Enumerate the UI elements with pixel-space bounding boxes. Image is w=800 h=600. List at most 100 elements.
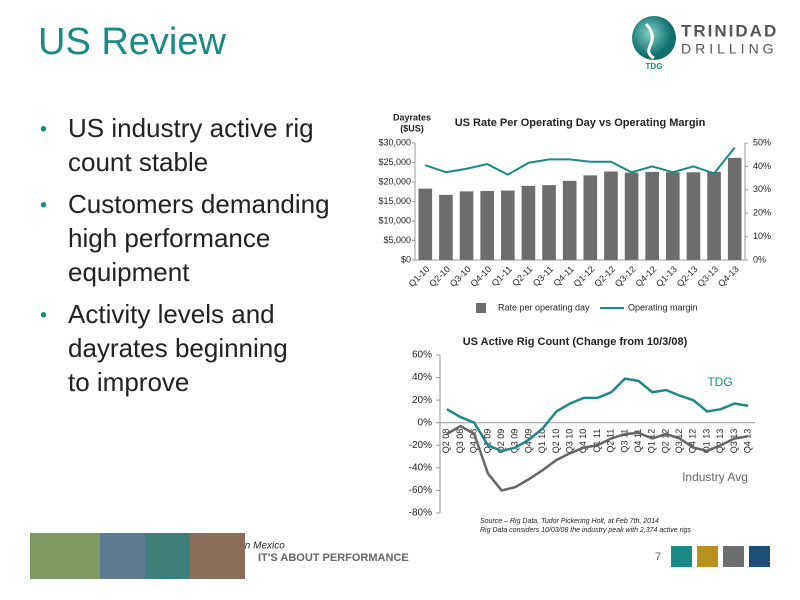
photo — [190, 533, 245, 579]
x-tick-label: Q3 10 — [564, 429, 574, 454]
x-tick-label: Q2-12 — [592, 264, 617, 289]
x-tick-label: Q3 11 — [619, 429, 629, 453]
y-tick-label: 60% — [412, 350, 432, 361]
x-tick-label: Q1 11 — [592, 429, 602, 453]
color-square — [671, 546, 692, 567]
bullet-dot: • — [40, 304, 47, 326]
x-tick-label: Q4-11 — [551, 264, 575, 288]
x-tick-label: Q1 10 — [537, 429, 547, 454]
logo-swoosh — [644, 22, 655, 60]
x-tick-label: Q3-10 — [448, 264, 473, 289]
x-tick-label: Q1 09 — [482, 429, 492, 454]
photo — [100, 533, 145, 579]
y-tick-label: $10,000 — [378, 215, 411, 225]
bullet-text: to improve — [68, 367, 189, 397]
y-tick-label: $0 — [401, 254, 411, 264]
bar — [542, 185, 556, 260]
bullet-dot: • — [40, 194, 47, 216]
x-tick-label: Q4-10 — [469, 264, 494, 289]
x-tick-label: Q3 12 — [674, 429, 684, 454]
color-square — [749, 546, 770, 567]
legend-label: Rate per operating day — [498, 302, 590, 312]
y-tick-label: 20% — [412, 395, 432, 406]
y2-tick-label: 30% — [753, 184, 771, 194]
photo — [30, 533, 100, 579]
photo — [145, 533, 190, 579]
x-tick-label: Q2-10 — [427, 264, 452, 289]
x-tick-label: Q4 10 — [578, 429, 588, 454]
legend-swatch — [476, 303, 486, 313]
page-number: 7 — [655, 551, 661, 563]
bullet-text: dayrates beginning — [68, 333, 288, 363]
x-tick-label: Q2-11 — [510, 264, 534, 288]
series-line — [446, 377, 749, 453]
x-tick-label: Q3-13 — [695, 264, 720, 289]
y-axis-label: Dayrates — [393, 112, 431, 122]
bar — [501, 190, 515, 260]
bar — [686, 172, 701, 260]
bar — [418, 188, 433, 260]
y-tick-label: $15,000 — [378, 196, 411, 206]
chart-title: US Active Rig Count (Change from 10/3/08… — [463, 336, 688, 348]
slide-title: US Review — [38, 21, 226, 63]
color-square — [697, 546, 718, 567]
x-tick-label: Q4-12 — [634, 264, 659, 289]
x-tick-label: Q1-11 — [490, 264, 514, 288]
bullet-dot: • — [40, 118, 47, 140]
series-label: TDG — [707, 375, 732, 389]
color-square — [723, 546, 744, 567]
bullet-text: equipment — [68, 257, 190, 287]
x-tick-label: Q2 10 — [551, 429, 561, 454]
y2-tick-label: 40% — [753, 161, 771, 171]
logo-mark: TDG — [646, 62, 663, 71]
x-tick-label: Q3-12 — [613, 264, 638, 289]
series-label: Industry Avg — [682, 470, 748, 484]
x-tick-label: Q4 12 — [688, 429, 698, 454]
y2-tick-label: 10% — [753, 231, 771, 241]
bar — [624, 172, 639, 260]
x-tick-label: Q2 08 — [441, 429, 451, 454]
x-tick-label: Q2 11 — [606, 429, 616, 453]
y-tick-label: -20% — [409, 440, 432, 451]
y2-tick-label: 50% — [753, 137, 771, 147]
bar — [727, 157, 742, 260]
logo-name: TRINIDAD — [681, 21, 778, 40]
series-line — [446, 424, 749, 492]
x-tick-label: Q4 08 — [469, 429, 479, 454]
x-tick-label: Q1-10 — [407, 264, 432, 289]
y2-tick-label: 0% — [753, 254, 766, 264]
x-tick-label: Q1 13 — [701, 429, 711, 454]
x-tick-label: Q3 08 — [455, 429, 465, 454]
bar — [521, 185, 536, 260]
bullet-text: high performance — [68, 223, 270, 253]
x-tick-label: Q3 13 — [729, 429, 739, 454]
bullet-text: Customers demanding — [68, 189, 330, 219]
y-axis-label: ($US) — [400, 123, 424, 133]
x-tick-label: Q1 12 — [647, 429, 657, 454]
y-tick-label: $5,000 — [383, 235, 411, 245]
logo-globe — [632, 16, 676, 60]
x-tick-label: Q3 09 — [510, 429, 520, 454]
margin-line — [424, 147, 736, 176]
y2-tick-label: 20% — [753, 208, 771, 218]
footer-tagline: IT'S ABOUT PERFORMANCE — [258, 552, 409, 564]
y-tick-label: $25,000 — [378, 157, 411, 167]
x-tick-label: Q3-11 — [531, 264, 555, 288]
bar — [666, 172, 680, 260]
bar — [583, 175, 598, 260]
bullet-text: US industry active rig — [68, 113, 314, 143]
logo-name: DRILLING — [681, 41, 778, 57]
bar — [459, 191, 474, 260]
bar — [562, 180, 577, 260]
source-note: Source – Rig Data, Tudor Pickering Holt,… — [480, 518, 659, 525]
chart-title: US Rate Per Operating Day vs Operating M… — [455, 117, 706, 129]
y-tick-label: 40% — [412, 372, 432, 383]
bar — [645, 171, 659, 260]
y-tick-label: -60% — [409, 485, 432, 496]
y-tick-label: $30,000 — [378, 137, 411, 147]
y-tick-label: -80% — [409, 508, 432, 519]
bullet-text: Activity levels and — [68, 299, 275, 329]
y-tick-label: -40% — [409, 462, 432, 473]
